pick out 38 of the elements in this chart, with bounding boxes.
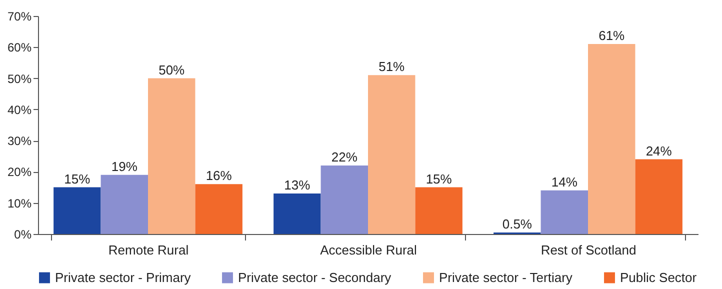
data-label: 14% xyxy=(551,174,578,190)
data-label: 19% xyxy=(111,158,138,174)
bar xyxy=(274,194,321,234)
bar xyxy=(100,174,148,234)
data-label: 15% xyxy=(64,171,91,186)
y-tick-label: 40% xyxy=(7,102,32,117)
x-tick-label: Accessible Rural xyxy=(320,242,418,258)
bar xyxy=(540,190,588,234)
bar xyxy=(368,75,416,234)
legend-label: Private sector - Secondary xyxy=(238,270,392,285)
bar xyxy=(148,78,196,234)
y-tick-label: 50% xyxy=(7,72,32,86)
bar xyxy=(415,187,462,234)
y-tick-label: 30% xyxy=(7,134,32,148)
data-label: 61% xyxy=(598,28,626,44)
x-tick-label: Rest of Scotland xyxy=(540,242,636,258)
data-label: 50% xyxy=(158,62,186,78)
y-tick-label: 70% xyxy=(7,10,32,24)
bar xyxy=(54,187,101,234)
bar xyxy=(320,165,368,234)
legend-label: Public Sector xyxy=(620,270,698,285)
bar xyxy=(635,159,682,234)
y-tick-label: 20% xyxy=(7,165,32,180)
bar xyxy=(588,44,636,234)
data-label: 22% xyxy=(331,149,358,164)
data-label: 16% xyxy=(206,168,232,184)
data-label: 13% xyxy=(284,178,311,193)
data-label: 51% xyxy=(378,59,406,74)
data-label: 24% xyxy=(646,143,672,158)
legend-label: Private sector - Tertiary xyxy=(439,270,573,285)
x-tick-label: Remote Rural xyxy=(108,242,189,258)
data-label: 0.5% xyxy=(502,216,532,232)
y-tick-label: 0% xyxy=(14,228,32,242)
y-tick-label: 60% xyxy=(7,40,32,55)
y-tick-label: 10% xyxy=(7,196,32,210)
bar xyxy=(195,184,242,234)
legend-label: Private sector - Primary xyxy=(55,270,192,285)
data-label: 15% xyxy=(426,171,452,186)
